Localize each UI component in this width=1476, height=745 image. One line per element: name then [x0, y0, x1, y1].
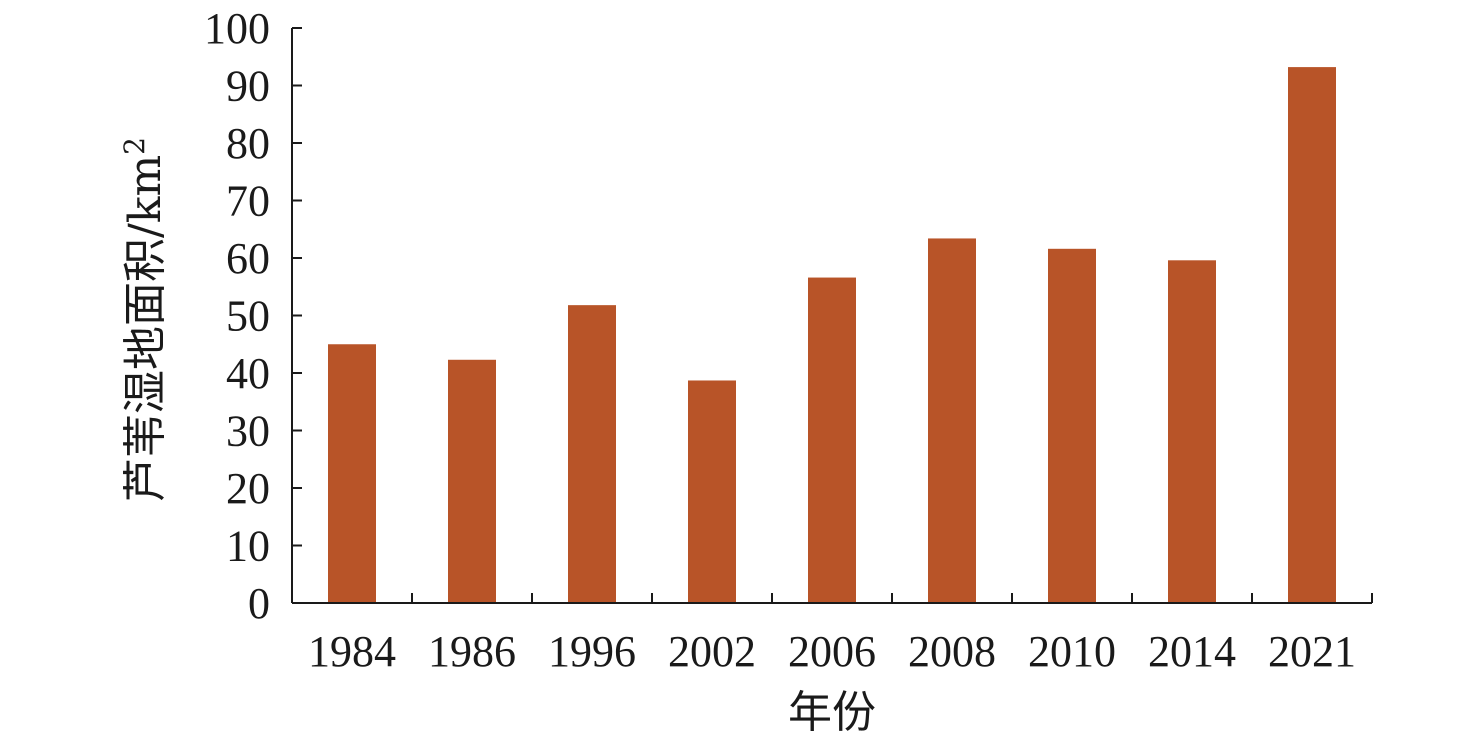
bar-2006 — [808, 277, 856, 603]
bar-1996 — [568, 305, 616, 603]
bar-2021 — [1288, 67, 1336, 604]
y-tick-label: 100 — [204, 4, 270, 53]
y-tick-label: 80 — [226, 119, 270, 168]
y-axis-title-text: 芦苇湿地面积/km — [120, 155, 171, 502]
y-axis-title-superscript: 2 — [118, 137, 151, 155]
bar-2014 — [1168, 260, 1216, 603]
y-tick-label: 60 — [226, 234, 270, 283]
x-tick-label: 2014 — [1148, 627, 1236, 676]
x-tick-label: 1996 — [548, 627, 636, 676]
x-tick-label: 1986 — [428, 627, 516, 676]
y-tick-label: 90 — [226, 62, 270, 111]
y-tick-label: 40 — [226, 349, 270, 398]
x-tick-label: 2021 — [1268, 627, 1356, 676]
x-axis-ticks: 1984 1986 1996 2002 2006 2008 2010 2014 2021 — [291, 593, 1373, 676]
y-tick-label: 50 — [226, 292, 270, 341]
y-tick-label: 0 — [248, 579, 270, 628]
bar-2010 — [1048, 248, 1096, 604]
bar-2002 — [688, 380, 736, 603]
bar-1984 — [328, 344, 376, 603]
x-tick-label: 2006 — [788, 627, 876, 676]
bar-1986 — [448, 359, 496, 603]
bars-group — [328, 67, 1336, 604]
y-tick-label: 10 — [226, 522, 270, 571]
x-tick-label: 1984 — [308, 627, 396, 676]
y-axis-title: 芦苇湿地面积/km2 — [118, 137, 172, 502]
x-tick-label: 2008 — [908, 627, 996, 676]
y-axis-ticks: 0 10 20 30 40 50 60 70 80 90 100 — [204, 4, 302, 628]
y-tick-label: 30 — [226, 407, 270, 456]
bar-2008 — [928, 238, 976, 603]
x-tick-label: 2010 — [1028, 627, 1116, 676]
x-tick-label: 2002 — [668, 627, 756, 676]
y-tick-label: 70 — [226, 177, 270, 226]
x-axis-title: 年份 — [788, 687, 876, 738]
y-tick-label: 20 — [226, 464, 270, 513]
